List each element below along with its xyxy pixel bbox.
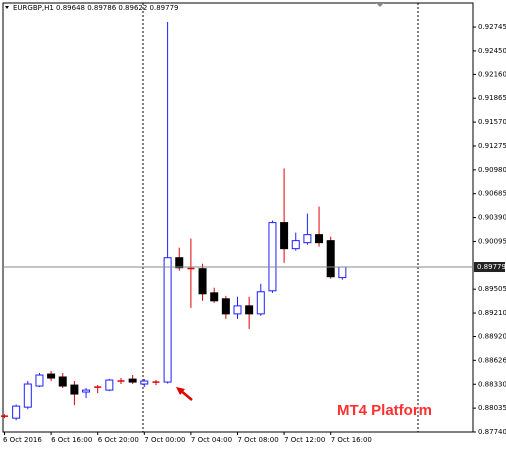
y-tick-label: 0.90980: [478, 166, 506, 174]
menu-arrow: [5, 6, 9, 9]
x-tick-label: 6 Oct 16:00: [51, 436, 92, 444]
candle-body: [303, 234, 312, 244]
candle-body: [23, 383, 32, 408]
current-price-label: 0.89779: [477, 263, 506, 271]
candle-body: [245, 305, 254, 315]
candle-body: [198, 268, 207, 295]
y-tick-label: 0.91275: [478, 142, 506, 150]
y-tick-label: 0.88330: [478, 380, 506, 388]
y-tick-label: 0.88035: [478, 404, 506, 412]
candle-body: [326, 240, 335, 278]
candle-body: [315, 234, 324, 244]
candle-body: [140, 380, 149, 385]
annotation: MT4 Platform: [337, 402, 432, 419]
candle-body: [35, 374, 44, 387]
candle-body: [338, 266, 347, 279]
shift-marker: [376, 3, 384, 7]
candle-body: [210, 292, 219, 302]
y-tick-label: 0.91570: [478, 118, 506, 126]
candle-body: [221, 298, 230, 315]
candle-body: [256, 291, 265, 315]
y-tick-label: 0.87740: [478, 428, 506, 436]
candle-body: [268, 222, 277, 292]
candle-body: [105, 379, 114, 391]
x-tick-label: 7 Oct 08:00: [238, 436, 279, 444]
candle-body: [291, 240, 300, 250]
y-tick-label: 0.89505: [478, 285, 506, 293]
x-tick-label: 7 Oct 16:00: [331, 436, 372, 444]
candle-body: [58, 376, 67, 387]
candle-body: [70, 384, 79, 395]
x-tick-label: 7 Oct 04:00: [191, 436, 232, 444]
y-tick-label: 0.90390: [478, 214, 506, 222]
candle-body: [233, 305, 242, 315]
y-tick-label: 0.90095: [478, 237, 506, 245]
y-tick-label: 0.88920: [478, 333, 506, 341]
y-tick-label: 0.88626: [478, 356, 506, 364]
y-tick-label: 0.91865: [478, 94, 506, 102]
x-tick-label: 6 Oct 2016: [3, 436, 42, 444]
candle-body: [82, 389, 91, 393]
candle-body: [128, 378, 137, 383]
current-price-box: [474, 262, 505, 273]
y-tick-label: 0.92160: [478, 70, 506, 78]
y-tick-label: 0.92450: [478, 47, 506, 55]
x-tick-label: 6 Oct 20:00: [98, 436, 139, 444]
candle-body: [12, 405, 21, 419]
y-tick-label: 0.92745: [478, 23, 506, 31]
candle-body: [280, 222, 289, 250]
y-tick-label: 0.90685: [478, 190, 506, 198]
chart-title: EURGBP,H1 0.89648 0.89786 0.89622 0.8977…: [13, 4, 179, 12]
y-tick-label: 0.89210: [478, 309, 506, 317]
candle-body: [163, 257, 172, 383]
candle-body: [175, 257, 184, 269]
candle-body: [47, 373, 56, 379]
arrow: [176, 387, 193, 401]
x-tick-label: 7 Oct 12:00: [284, 436, 325, 444]
plot-frame: [2, 2, 474, 433]
x-tick-label: 7 Oct 00:00: [144, 436, 185, 444]
